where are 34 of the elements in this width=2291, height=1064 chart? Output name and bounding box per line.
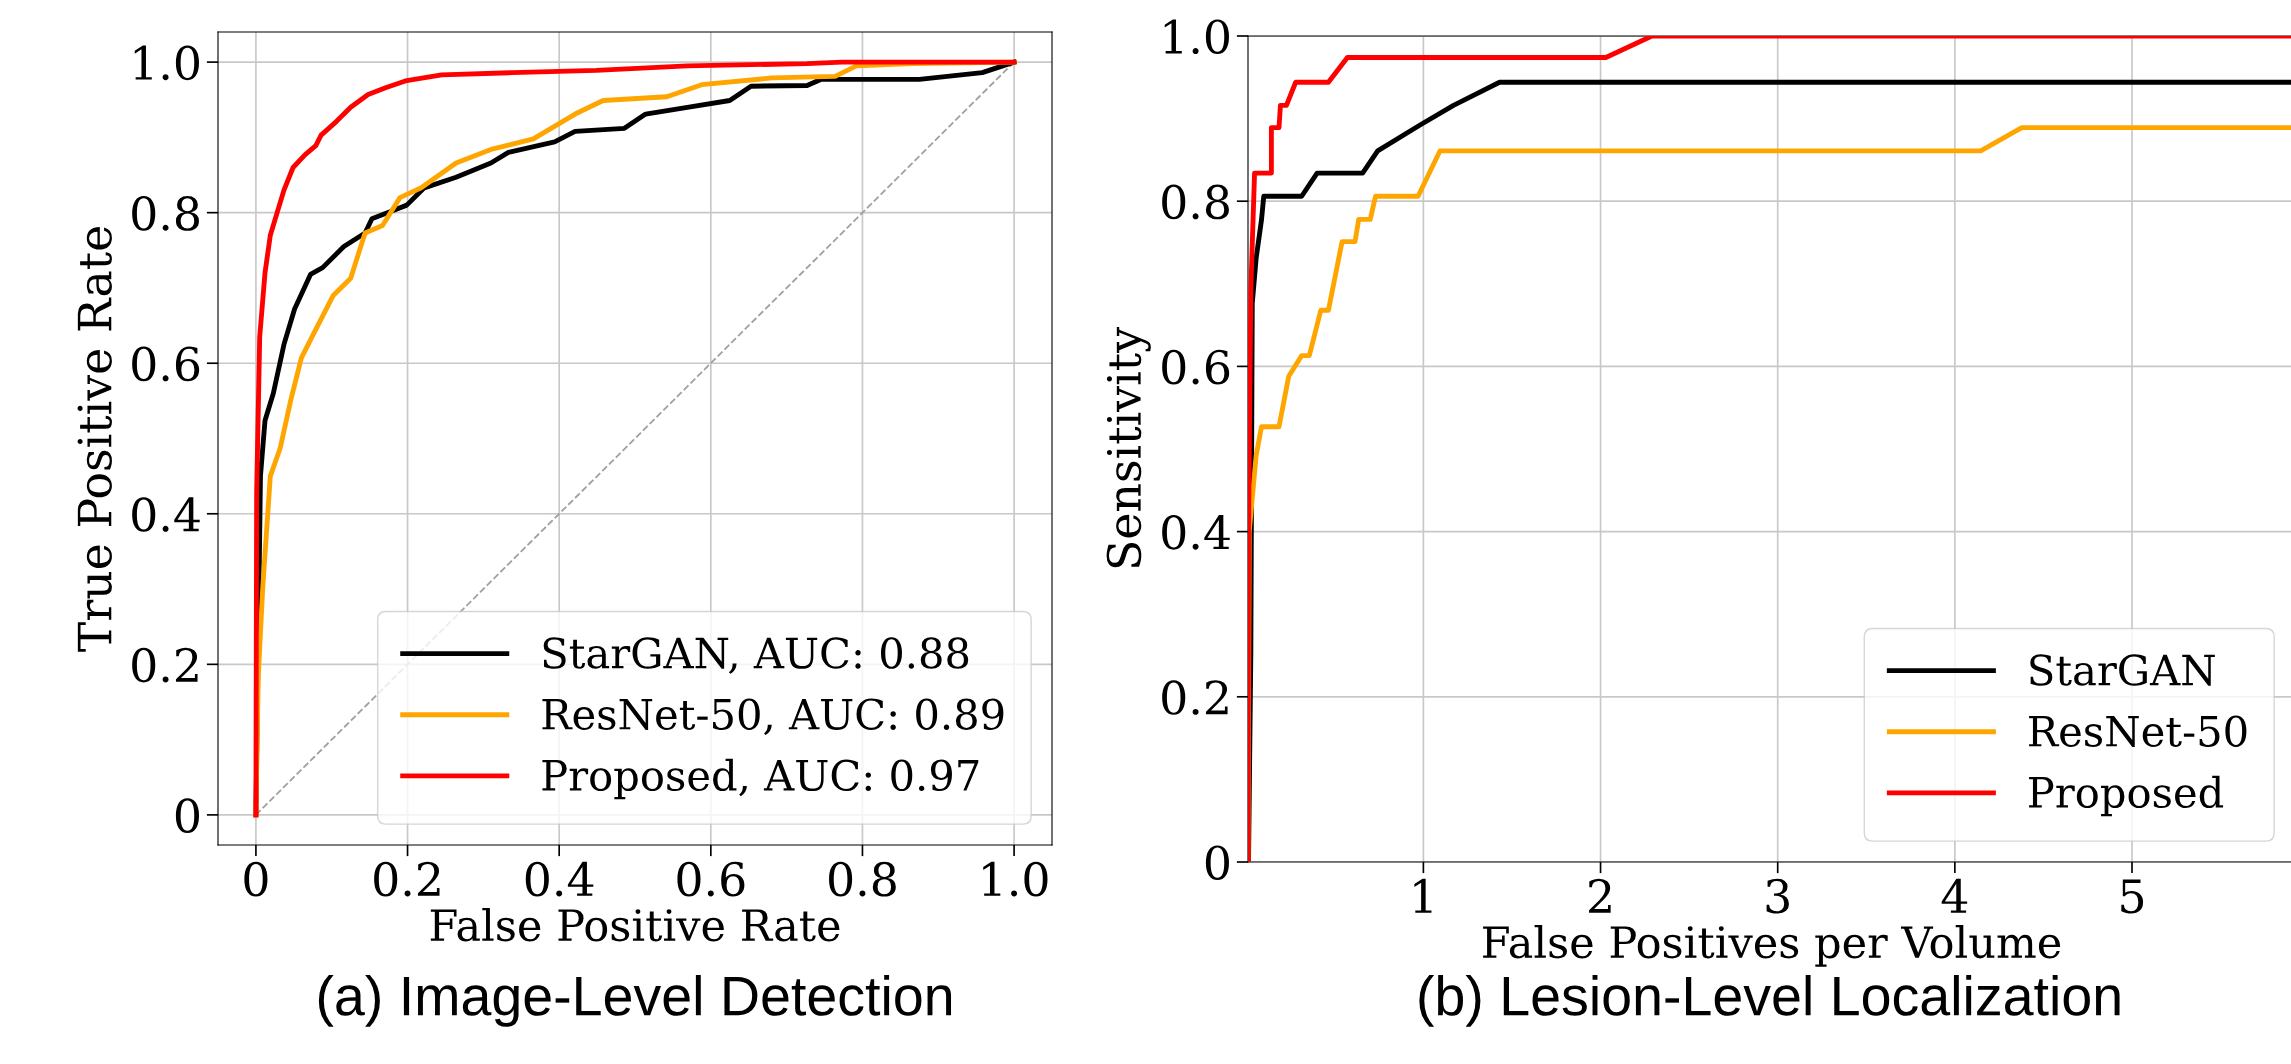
x-tick-label: 1 — [1414, 878, 1432, 913]
y-tick-label: 0.2 — [1162, 680, 1228, 715]
y-tick-label: 0.2 — [132, 647, 198, 683]
text: (b) Lesion-Level Localization — [1419, 974, 2120, 1027]
legend-label: ResNet-50 — [2029, 715, 2247, 747]
legend-label: ResNet-50, AUC: 0.89 — [542, 698, 1004, 736]
x-axis-title: False Positives per Volume — [1483, 925, 2061, 967]
x-tick-label: 4 — [1941, 878, 1968, 913]
x-tick-label: 0.4 — [525, 861, 594, 897]
x-tick-label: 0.8 — [829, 861, 896, 897]
y-tick-label: 0.6 — [132, 346, 200, 382]
x-axis-title: False Positive Rate — [430, 908, 840, 942]
x-tick-label: 2 — [1589, 878, 1611, 913]
x-tick-label: 3 — [1766, 878, 1789, 914]
x-tick-label: 5 — [2121, 879, 2144, 914]
legend-label: Proposed, AUC: 0.97 — [542, 758, 979, 800]
x-tick-label: 0.2 — [374, 861, 440, 897]
legend-label: StarGAN, AUC: 0.88 — [543, 637, 969, 674]
legend-label: StarGAN — [2030, 654, 2215, 686]
y-axis-title: True Positive Rate — [77, 227, 112, 652]
y-tick-label: 1.0 — [1164, 19, 1229, 55]
x-tick-label: 0 — [244, 861, 268, 897]
y-axis-title: Sensitivity — [1106, 327, 1151, 568]
y-tick-label: 0.8 — [1162, 184, 1229, 220]
legend-label: Proposed — [2029, 775, 2224, 817]
y-tick-label: 0.4 — [1162, 515, 1230, 550]
x-tick-label: 1.0 — [983, 861, 1048, 897]
text: (a) Image-Level Detection — [318, 974, 952, 1027]
x-tick-label: 0.6 — [677, 861, 745, 897]
y-tick-label: 1.0 — [134, 45, 199, 81]
y-tick-label: 0.4 — [132, 497, 200, 532]
y-tick-label: 0.6 — [1162, 349, 1230, 385]
y-tick-label: 0 — [175, 798, 199, 833]
y-tick-label: 0.8 — [132, 196, 199, 231]
